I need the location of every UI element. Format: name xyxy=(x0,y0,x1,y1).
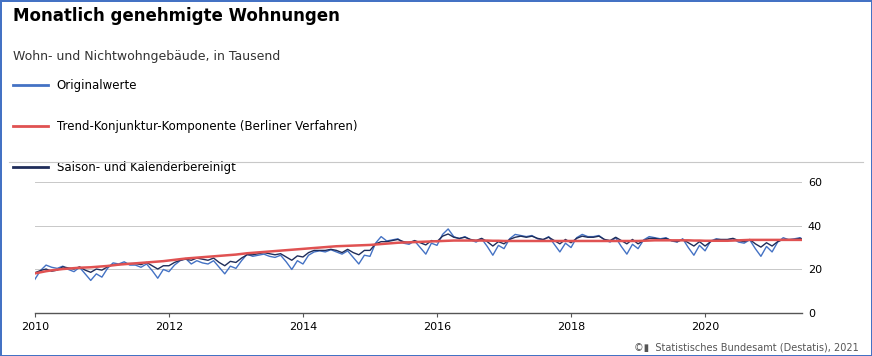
Text: Trend-Konjunktur-Komponente (Berliner Verfahren): Trend-Konjunktur-Komponente (Berliner Ve… xyxy=(57,120,358,133)
Text: ©▮  Statistisches Bundesamt (Destatis), 2021: ©▮ Statistisches Bundesamt (Destatis), 2… xyxy=(634,342,859,352)
Text: Originalwerte: Originalwerte xyxy=(57,79,137,92)
Text: Wohn- und Nichtwohngebäude, in Tausend: Wohn- und Nichtwohngebäude, in Tausend xyxy=(13,50,280,63)
Text: Saison- und Kalenderbereinigt: Saison- und Kalenderbereinigt xyxy=(57,161,235,174)
Text: Monatlich genehmigte Wohnungen: Monatlich genehmigte Wohnungen xyxy=(13,7,340,25)
